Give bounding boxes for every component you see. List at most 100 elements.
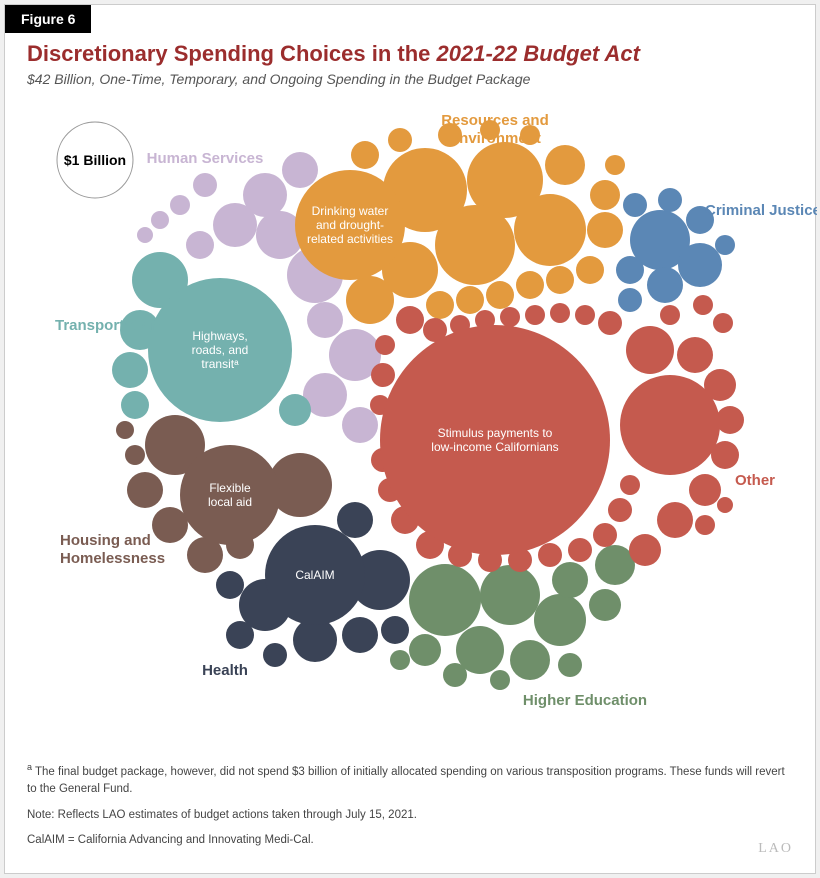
bubble bbox=[605, 155, 625, 175]
bubble bbox=[575, 305, 595, 325]
category-label: Human Services bbox=[147, 150, 264, 167]
bubble bbox=[589, 589, 621, 621]
bubble bbox=[626, 326, 674, 374]
bubble bbox=[456, 286, 484, 314]
bubble bbox=[388, 128, 412, 152]
bubble bbox=[443, 663, 467, 687]
bubble-text: Stimulus payments to bbox=[438, 426, 553, 440]
bubble-text: CalAIM bbox=[295, 568, 334, 582]
bubble bbox=[514, 194, 586, 266]
category-label: Housing andHomelessness bbox=[60, 532, 165, 567]
bubble bbox=[623, 193, 647, 217]
bubble bbox=[121, 391, 149, 419]
bubble-text: and drought- bbox=[316, 218, 384, 232]
footnote-a: a The final budget package, however, did… bbox=[27, 761, 793, 798]
bubble bbox=[693, 295, 713, 315]
bubble bbox=[587, 212, 623, 248]
bubble bbox=[593, 523, 617, 547]
bubble bbox=[480, 565, 540, 625]
bubble bbox=[186, 231, 214, 259]
bubble bbox=[151, 211, 169, 229]
bubble bbox=[658, 188, 682, 212]
bubble bbox=[435, 205, 515, 285]
bubble bbox=[715, 235, 735, 255]
bubble-chart: $1 Billion Stimulus payments tolow-income… bbox=[5, 105, 815, 755]
bubble bbox=[342, 407, 378, 443]
footnotes: a The final budget package, however, did… bbox=[27, 761, 793, 857]
abbrev-line: CalAIM = California Advancing and Innova… bbox=[27, 832, 793, 849]
bubble bbox=[226, 621, 254, 649]
bubble bbox=[346, 276, 394, 324]
bubble bbox=[716, 406, 744, 434]
bubble bbox=[409, 564, 481, 636]
bubble bbox=[351, 141, 379, 169]
bubble-text: local aid bbox=[208, 495, 252, 509]
bubble bbox=[152, 507, 188, 543]
bubble-text: related activities bbox=[307, 232, 393, 246]
bubble bbox=[545, 145, 585, 185]
title-italic: 2021-22 Budget Act bbox=[437, 41, 640, 66]
category-label: Resources andEnvironment bbox=[441, 112, 549, 147]
bubble bbox=[598, 311, 622, 335]
bubble bbox=[534, 594, 586, 646]
bubble bbox=[213, 203, 257, 247]
bubble bbox=[371, 363, 395, 387]
bubble bbox=[396, 306, 424, 334]
bubble-text: transitᵃ bbox=[201, 357, 239, 371]
bubble bbox=[426, 291, 454, 319]
bubble-text: low-income Californians bbox=[431, 440, 558, 454]
figure-label-tab: Figure 6 bbox=[5, 5, 91, 33]
chart-svg: $1 Billion Stimulus payments tolow-income… bbox=[5, 105, 817, 755]
bubble-text: Flexible bbox=[209, 481, 251, 495]
bubble bbox=[657, 502, 693, 538]
bubble bbox=[568, 538, 592, 562]
bubble bbox=[711, 441, 739, 469]
category-label: Criminal Justice bbox=[705, 202, 817, 219]
bubble bbox=[595, 545, 635, 585]
bubble bbox=[390, 650, 410, 670]
bubble bbox=[677, 337, 713, 373]
bubble bbox=[608, 498, 632, 522]
bubble bbox=[279, 394, 311, 426]
bubble bbox=[620, 475, 640, 495]
bubble bbox=[590, 180, 620, 210]
bubble bbox=[510, 640, 550, 680]
bubble-text: Highways, bbox=[192, 329, 247, 343]
bubble bbox=[616, 256, 644, 284]
bubble bbox=[552, 562, 588, 598]
bubble bbox=[193, 173, 217, 197]
bubble bbox=[516, 271, 544, 299]
category-label: Other bbox=[735, 472, 775, 489]
bubble bbox=[307, 302, 343, 338]
title-prefix: Discretionary Spending Choices in the bbox=[27, 41, 437, 66]
lao-watermark: LAO bbox=[758, 841, 793, 857]
bubble-text: Drinking water bbox=[312, 204, 389, 218]
bubble bbox=[486, 281, 514, 309]
bubble-text: roads, and bbox=[192, 343, 249, 357]
bubble bbox=[538, 543, 562, 567]
bubble bbox=[695, 515, 715, 535]
bubble bbox=[170, 195, 190, 215]
title-block: Discretionary Spending Choices in the 20… bbox=[27, 41, 793, 87]
bubble bbox=[342, 617, 378, 653]
figure-title: Discretionary Spending Choices in the 20… bbox=[27, 41, 793, 67]
bubble bbox=[127, 472, 163, 508]
legend-label: $1 Billion bbox=[64, 152, 126, 168]
bubble bbox=[525, 305, 545, 325]
bubble bbox=[576, 256, 604, 284]
bubble bbox=[500, 307, 520, 327]
bubble bbox=[717, 497, 733, 513]
figure-container: Figure 6 Discretionary Spending Choices … bbox=[4, 4, 816, 874]
note-line: Note: Reflects LAO estimates of budget a… bbox=[27, 807, 793, 824]
category-label: Transportation bbox=[55, 317, 160, 334]
bubble bbox=[713, 313, 733, 333]
bubble bbox=[409, 634, 441, 666]
category-label: Higher Education bbox=[523, 692, 647, 709]
bubble bbox=[546, 266, 574, 294]
bubble bbox=[112, 352, 148, 388]
bubble bbox=[375, 335, 395, 355]
bubble bbox=[647, 267, 683, 303]
bubble bbox=[660, 305, 680, 325]
bubble bbox=[490, 670, 510, 690]
bubble bbox=[137, 227, 153, 243]
